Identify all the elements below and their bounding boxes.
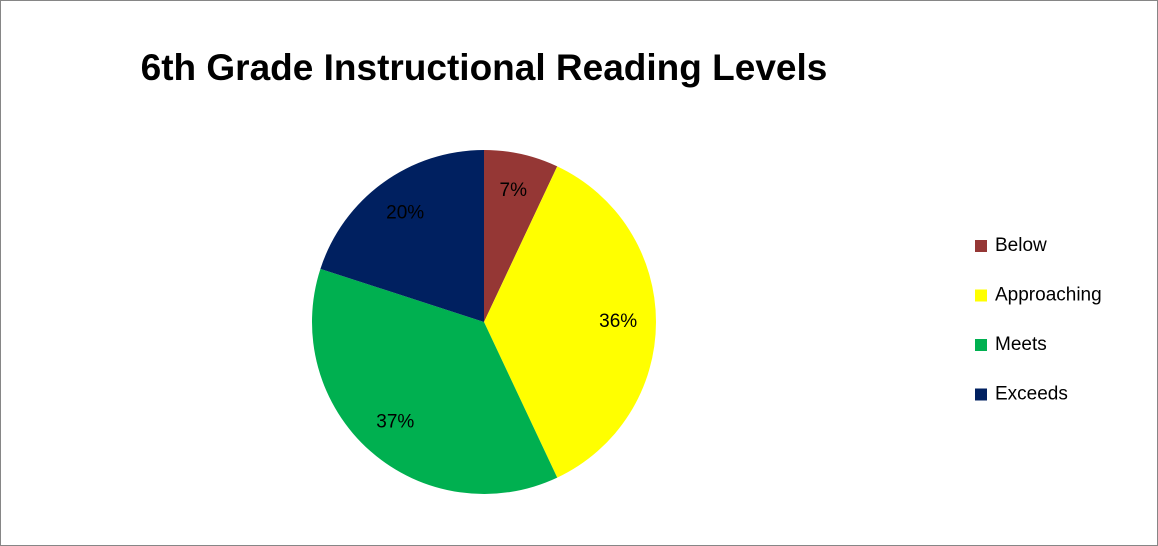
pie-slice	[320, 150, 484, 322]
legend-label: Approaching	[995, 285, 1102, 306]
data-label: 37%	[376, 412, 414, 433]
legend-swatch	[975, 289, 987, 302]
legend-label: Meets	[995, 334, 1047, 355]
legend-label: Exceeds	[995, 384, 1068, 405]
data-label: 36%	[599, 311, 637, 332]
pie-slice	[484, 150, 558, 322]
pie-slice	[484, 166, 656, 478]
chart-title: 6th Grade Instructional Reading Levels	[141, 47, 828, 88]
data-label: 20%	[386, 202, 424, 223]
legend-swatch	[975, 339, 987, 351]
legend-swatch	[975, 388, 987, 401]
legend-swatch	[975, 240, 987, 252]
data-label: 7%	[500, 180, 528, 201]
legend-label: Below	[995, 235, 1047, 256]
pie-slice	[312, 268, 558, 494]
